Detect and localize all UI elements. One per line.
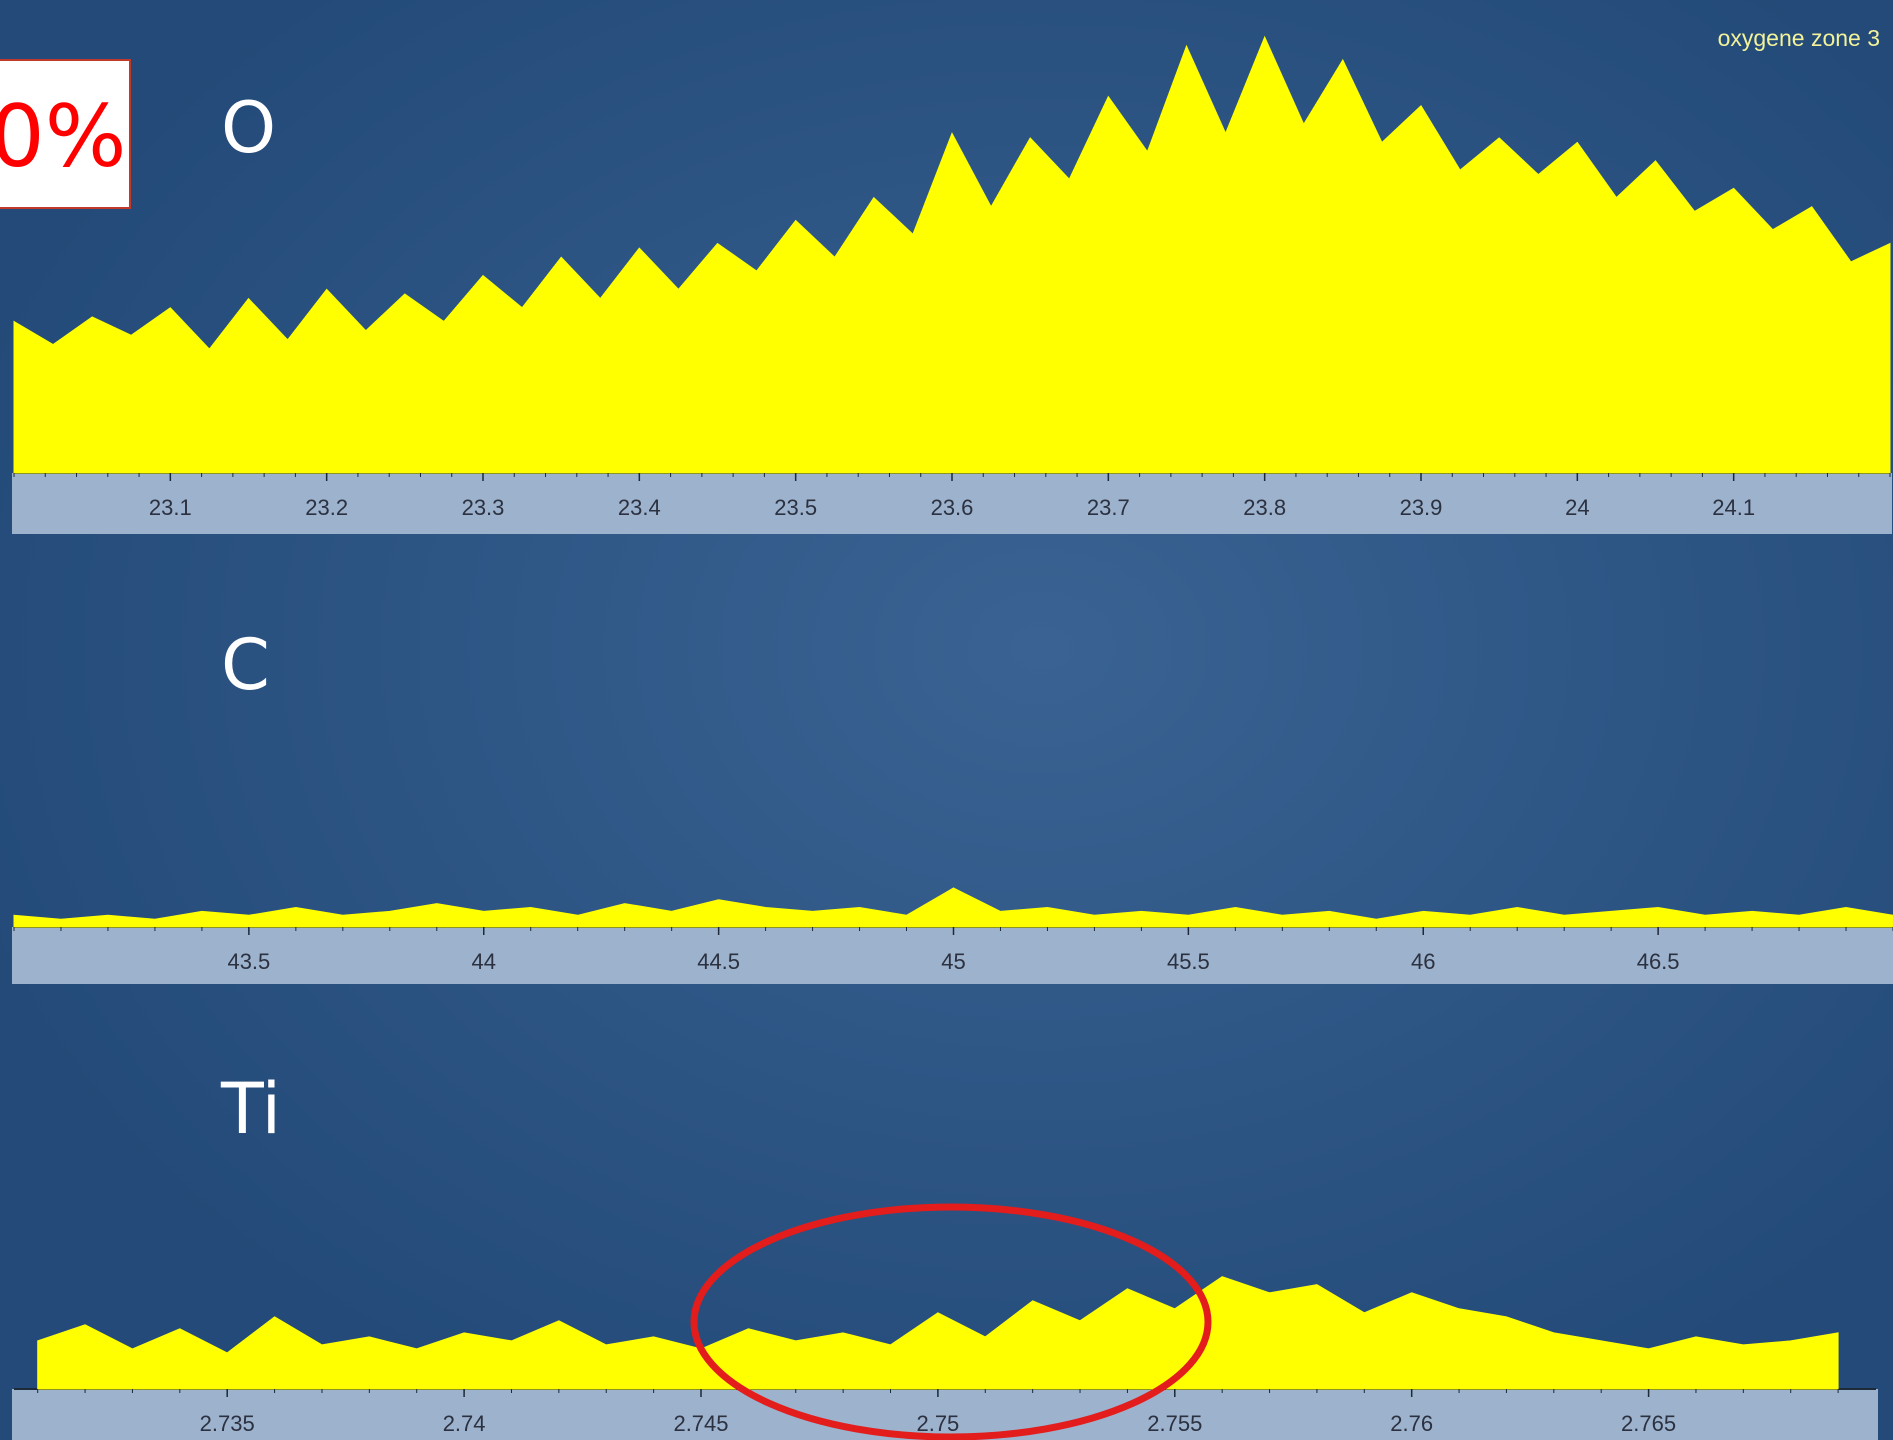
x-tick-label: 2.735 [200, 1411, 255, 1436]
x-tick-label: 2.755 [1147, 1411, 1202, 1436]
x-tick-label: 46.5 [1637, 949, 1680, 974]
x-tick-label: 23.9 [1400, 495, 1443, 520]
spectrum-area [37, 1276, 1839, 1390]
x-tick-label: 44 [472, 949, 496, 974]
charts: 23.1 23.2 23.3 23.4 23.5 23.6 23.7 23.8 23.9 24 24… [12, 25, 1893, 1440]
x-tick-label: 23.4 [618, 495, 661, 520]
axis-strip [12, 473, 1892, 534]
x-tick-label: 44.5 [697, 949, 740, 974]
spectrum-area [13, 35, 1891, 474]
x-tick-label: 23.7 [1087, 495, 1130, 520]
spectrum-area [13, 887, 1893, 928]
x-tick-label: 23.5 [774, 495, 817, 520]
x-tick-label: 46 [1411, 949, 1435, 974]
x-tick-label: 2.745 [673, 1411, 728, 1436]
element-label: Ti [220, 1068, 281, 1150]
label-box-text: 0% [0, 87, 126, 187]
label-box [0, 59, 131, 209]
x-tick-label: 2.765 [1621, 1411, 1676, 1436]
x-tick-label: 24.1 [1712, 495, 1755, 520]
x-tick-label: 23.6 [931, 495, 974, 520]
highlight-ellipse [690, 1203, 1212, 1440]
x-tick-label: 45 [941, 949, 965, 974]
axis-strip [12, 1389, 1878, 1440]
x-tick-label: 24 [1565, 495, 1589, 520]
chart-title: oxygene zone 3 [1718, 25, 1880, 51]
x-tick-label: 43.5 [227, 949, 270, 974]
x-tick-label: 23.3 [462, 495, 505, 520]
x-tick-label: 23.1 [149, 495, 192, 520]
x-tick-label: 2.75 [916, 1411, 959, 1436]
axis-strip [12, 927, 1893, 984]
x-tick-label: 23.2 [305, 495, 348, 520]
x-tick-label: 23.8 [1243, 495, 1286, 520]
x-tick-label: 2.76 [1390, 1411, 1433, 1436]
x-tick-label: 45.5 [1167, 949, 1210, 974]
x-tick-label: 2.74 [443, 1411, 486, 1436]
element-label: O [221, 87, 276, 169]
element-label: C [221, 624, 270, 706]
